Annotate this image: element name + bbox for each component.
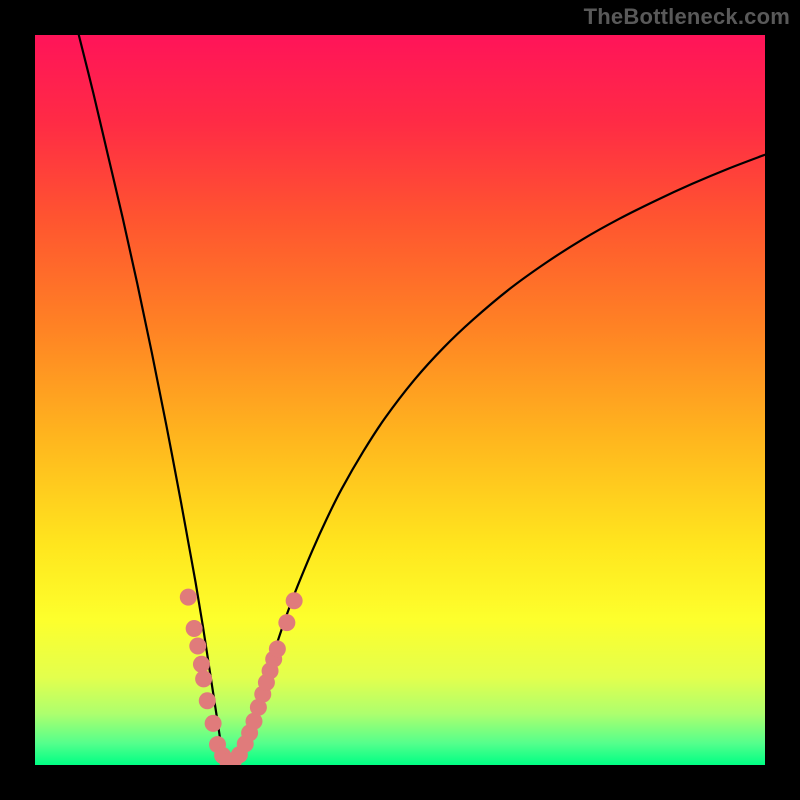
data-marker [186, 620, 203, 637]
plot-background [35, 35, 765, 765]
data-marker [199, 692, 216, 709]
data-marker [195, 670, 212, 687]
canvas-root: TheBottleneck.com [0, 0, 800, 800]
data-marker [205, 715, 222, 732]
data-marker [286, 592, 303, 609]
watermark-text: TheBottleneck.com [584, 4, 790, 30]
data-marker [180, 589, 197, 606]
data-marker [193, 656, 210, 673]
data-marker [269, 640, 286, 657]
data-marker [278, 614, 295, 631]
bottleneck-chart [35, 35, 765, 765]
data-marker [189, 638, 206, 655]
